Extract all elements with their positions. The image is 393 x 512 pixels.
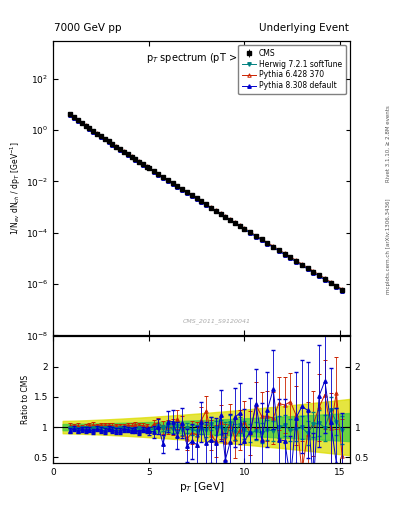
Legend: CMS, Herwig 7.2.1 softTune, Pythia 6.428 370, Pythia 8.308 default: CMS, Herwig 7.2.1 softTune, Pythia 6.428… <box>239 45 346 94</box>
Text: Rivet 3.1.10, ≥ 2.8M events: Rivet 3.1.10, ≥ 2.8M events <box>386 105 391 182</box>
Text: Underlying Event: Underlying Event <box>259 23 349 33</box>
Text: mcplots.cern.ch [arXiv:1306.3436]: mcplots.cern.ch [arXiv:1306.3436] <box>386 198 391 293</box>
Y-axis label: Ratio to CMS: Ratio to CMS <box>21 375 29 424</box>
Text: p$_T$ spectrum (pT > 20): p$_T$ spectrum (pT > 20) <box>146 51 257 65</box>
Text: CMS_2011_S9120041: CMS_2011_S9120041 <box>182 318 250 324</box>
Text: 7000 GeV pp: 7000 GeV pp <box>54 23 122 33</box>
X-axis label: p$_T$ [GeV]: p$_T$ [GeV] <box>179 480 224 494</box>
Y-axis label: 1/N$_{ev}$ dN$_{ch}$ / dp$_T$ [GeV$^{-1}$]: 1/N$_{ev}$ dN$_{ch}$ / dp$_T$ [GeV$^{-1}… <box>9 141 23 235</box>
